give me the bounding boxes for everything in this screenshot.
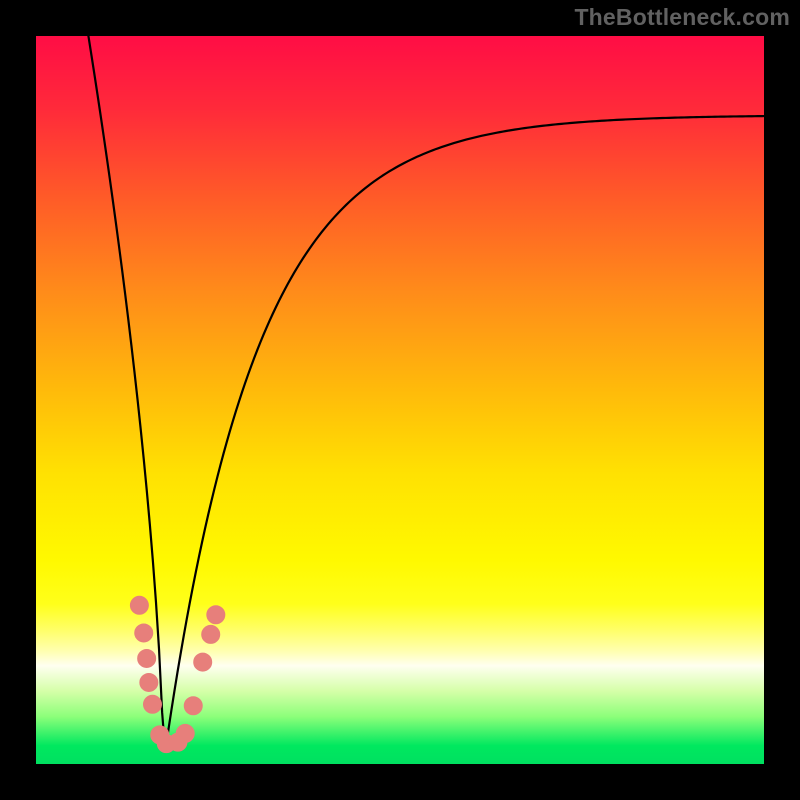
marker-point	[207, 606, 225, 624]
marker-point	[138, 649, 156, 667]
marker-point	[202, 625, 220, 643]
marker-point	[140, 673, 158, 691]
bottleneck-chart	[0, 0, 800, 800]
watermark-text: TheBottleneck.com	[574, 4, 790, 31]
marker-point	[135, 624, 153, 642]
marker-point	[130, 596, 148, 614]
marker-point	[184, 697, 202, 715]
marker-point	[176, 724, 194, 742]
marker-point	[194, 653, 212, 671]
marker-point	[143, 695, 161, 713]
chart-container: TheBottleneck.com	[0, 0, 800, 800]
